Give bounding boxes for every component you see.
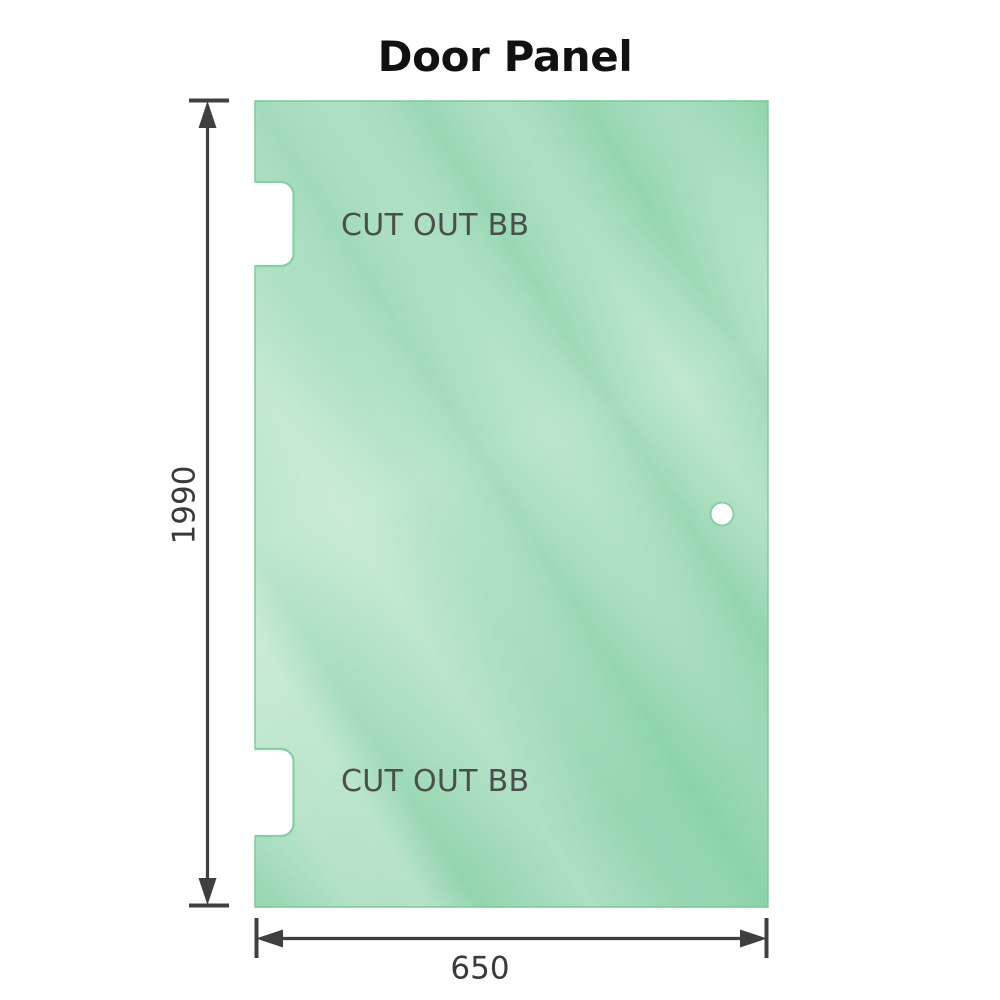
handle-hole [709, 501, 735, 527]
dimension-height [189, 98, 229, 908]
page-title: Door Panel [377, 32, 633, 81]
cutout-annotation-bottom: CUT OUT BB [341, 764, 530, 799]
dimension-width-label: 650 [450, 950, 510, 987]
glass-panel [255, 101, 768, 907]
dimension-width [254, 918, 769, 958]
dimension-height-label: 1990 [166, 465, 203, 545]
dim-height-arrow-bottom [198, 878, 217, 905]
hinge-cutout-lower [255, 747, 295, 838]
dim-height-arrow-top [198, 101, 217, 128]
panel-corner-glow [255, 101, 768, 907]
dim-width-arrow-right [740, 929, 767, 948]
hinge-cutout-upper [255, 180, 295, 268]
cutout-annotation-top: CUT OUT BB [341, 208, 530, 243]
dim-width-arrow-left [256, 929, 283, 948]
